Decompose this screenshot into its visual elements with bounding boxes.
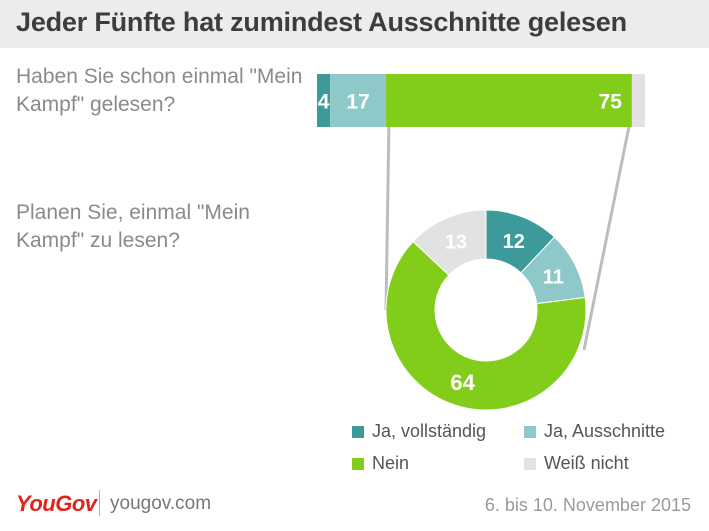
legend-item-ja-vollstaendig: Ja, vollständig — [352, 421, 486, 442]
legend-item-weiss-nicht: Weiß nicht — [524, 453, 629, 474]
chart-canvas: 4 17 75 12 11 64 13 — [317, 74, 645, 411]
legend-swatch — [352, 457, 364, 470]
legend-label: Ja, Ausschnitte — [544, 421, 666, 441]
bar-segment-2 — [385, 74, 632, 127]
donut-slice-3 — [412, 209, 487, 276]
legend-swatch — [524, 425, 536, 438]
connector-line-left — [384, 126, 391, 311]
title-bar — [0, 0, 709, 48]
connector-line-right — [582, 126, 631, 351]
donut-slice-2 — [385, 240, 587, 411]
question-read: Haben Sie schon einmal "Mein Kampf" gele… — [16, 65, 303, 116]
bar-segment-1 — [330, 74, 386, 127]
connector-lines — [384, 126, 631, 351]
footer-date: 6. bis 10. November 2015 — [484, 495, 691, 515]
footer-url[interactable]: yougov.com — [110, 493, 212, 514]
bar-segment-3 — [631, 74, 645, 127]
donut-label-3: 13 — [445, 232, 467, 254]
bar-label-2: 75 — [599, 91, 623, 114]
donut-label-0: 12 — [503, 231, 525, 253]
question-plan: Planen Sie, einmal "Mein Kampf" zu lesen… — [16, 201, 250, 252]
yougov-logo: YouGov — [16, 491, 97, 516]
legend-item-nein: Nein — [352, 453, 409, 474]
footer-divider — [99, 490, 100, 516]
stacked-bar: 4 17 75 — [317, 74, 645, 127]
bar-label-1: 17 — [346, 91, 369, 114]
donut-label-1: 11 — [543, 267, 564, 289]
bar-label-0: 4 — [318, 91, 330, 114]
legend-label: Ja, vollständig — [372, 421, 487, 441]
page-title: Jeder Fünfte hat zumindest Ausschnitte g… — [16, 7, 627, 37]
bar-segment-0 — [317, 74, 331, 127]
legend-swatch — [352, 425, 364, 438]
donut-chart: 12 11 64 13 — [385, 209, 587, 411]
legend-label: Nein — [372, 453, 410, 473]
legend-item-ja-ausschnitte: Ja, Ausschnitte — [524, 421, 665, 442]
legend-label: Weiß nicht — [544, 453, 629, 473]
donut-label-2: 64 — [450, 370, 475, 395]
legend-swatch — [524, 457, 536, 470]
